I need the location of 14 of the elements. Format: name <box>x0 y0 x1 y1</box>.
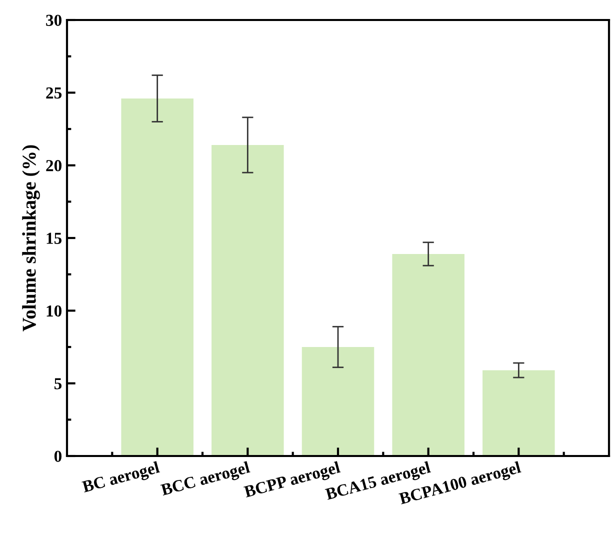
y-tick-label: 30 <box>46 14 62 26</box>
bar <box>212 144 284 456</box>
y-tick-label: 20 <box>46 160 62 172</box>
y-tick-label: 0 <box>54 450 62 462</box>
bar <box>482 370 555 456</box>
y-tick-label: 5 <box>54 378 62 390</box>
y-tick-label: 25 <box>46 87 62 99</box>
bar <box>392 254 464 456</box>
y-tick-label: 15 <box>46 232 62 244</box>
x-tick-label: BC aerogel <box>81 460 161 496</box>
y-tick-label: 10 <box>46 305 62 317</box>
bar <box>121 98 194 456</box>
y-axis-title: Volume shrinkage (%) <box>22 145 40 332</box>
bar <box>302 347 374 456</box>
